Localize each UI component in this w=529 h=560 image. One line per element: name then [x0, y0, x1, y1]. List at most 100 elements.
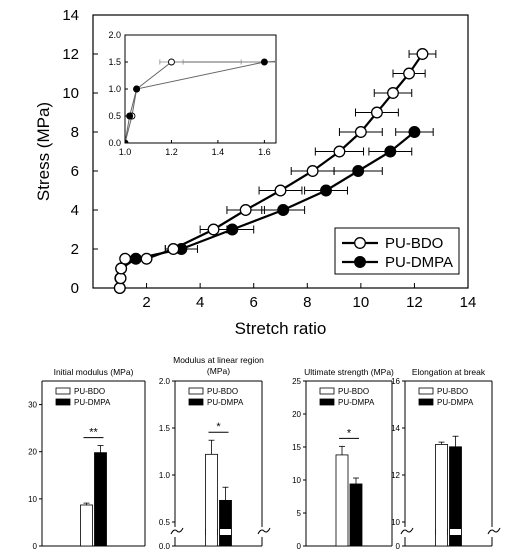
legend-swatch [55, 398, 71, 406]
inset-y-tick-label: 1.5 [108, 57, 121, 67]
inset-data-point [260, 58, 268, 66]
inset-data-point [168, 58, 175, 66]
inset-y-tick-label: 0.5 [108, 111, 121, 121]
inset-y-tick-label: 2.0 [108, 30, 121, 40]
bar-y-tick-label: 10 [391, 518, 400, 527]
main-stress-strain-plot: 2 4 6 8 10 12 14 0 2 4 6 8 10 12 14 Stretch ratio Stress… [34, 7, 477, 338]
bar-y-tick-label: 0 [297, 542, 302, 551]
x-tick-label: 2 [142, 294, 150, 311]
y-tick-label: 12 [62, 46, 79, 63]
bar [219, 499, 232, 547]
bar-y-tick-label: 0.0 [159, 542, 171, 551]
bar-break-gap [205, 529, 218, 535]
axis-break-mark [170, 527, 184, 535]
axis-break-gap [401, 527, 409, 537]
bar-break-gap [219, 529, 232, 535]
legend-swatch [418, 398, 434, 406]
legend-label: PU-BDO [385, 235, 443, 252]
y-tick-label: 4 [71, 202, 79, 219]
legend-label: PU-DMPA [74, 398, 111, 407]
bar-y-tick-label: 10 [292, 476, 301, 485]
main-legend: PU-BDO PU-DMPA [334, 227, 460, 275]
inset-y-tick-label: 0.0 [108, 138, 121, 148]
data-point [403, 67, 416, 80]
y-tick-label: 8 [71, 124, 79, 141]
significance-label: * [216, 421, 221, 433]
bar-y-tick-label: 2.0 [159, 377, 171, 386]
x-tick-label: 6 [250, 294, 258, 311]
bar-y-tick-label: 10 [28, 495, 37, 504]
main-plot-frame [92, 14, 469, 289]
axis-break-mark [487, 527, 501, 535]
bar-y-tick-label: 15 [292, 443, 301, 452]
inset-data-point [354, 59, 360, 65]
bar-y-tick-label: 0 [33, 542, 38, 551]
data-point [167, 243, 180, 255]
significance-label: * [347, 427, 352, 439]
bar [80, 504, 93, 547]
legend-swatch [319, 398, 335, 406]
legend-label: PU-DMPA [338, 398, 375, 407]
bar-y-tick-label: 0 [396, 542, 401, 551]
panel-title: Modulus at linear region [173, 355, 264, 365]
bar-y-tick-label: 20 [28, 448, 37, 457]
inset-x-tick-label: 1.0 [119, 147, 132, 157]
inset-data-point [126, 112, 134, 120]
data-point [274, 184, 287, 197]
legend-marker [354, 237, 366, 249]
legend-swatch [418, 387, 434, 395]
data-point [226, 223, 239, 236]
data-point [113, 282, 126, 294]
data-point [207, 223, 220, 236]
panel-title: Initial modulus (MPa) [54, 367, 134, 377]
data-point [140, 252, 153, 265]
y-tick-label: 14 [62, 7, 79, 24]
legend-label: PU-DMPA [437, 398, 474, 407]
inset-series-line [125, 60, 276, 143]
x-tick-label: 14 [460, 294, 477, 311]
inset-frame [124, 34, 277, 144]
data-point [114, 272, 127, 285]
y-tick-label: 2 [71, 241, 79, 258]
inset-series-line [125, 61, 276, 143]
data-point [115, 262, 128, 275]
legend-label: PU-DMPA [207, 398, 244, 407]
inset-plot: 1.0 1.2 1.4 1.6 0.0 0.5 1.0 1.5 2.0 [108, 30, 360, 157]
data-point [333, 145, 346, 158]
inset-data-point [125, 139, 129, 143]
x-axis-label: Stretch ratio [235, 319, 327, 338]
bar-y-tick-label: 0.5 [159, 518, 171, 527]
bar-y-tick-label: 25 [292, 377, 301, 386]
legend-marker [354, 256, 366, 268]
panel-title-unit: (MPa) [207, 366, 230, 376]
legend-label: PU-BDO [74, 387, 105, 396]
inset-data-point [133, 85, 141, 93]
significance-label: ** [89, 427, 98, 439]
bar-y-tick-label: 1.0 [159, 471, 171, 480]
data-point [352, 165, 365, 177]
axis-break-mark [257, 527, 271, 535]
axis-break-gap [258, 527, 266, 537]
data-point [408, 126, 421, 138]
data-point [370, 106, 383, 119]
bar-y-tick-label: 5 [297, 509, 302, 518]
y-tick-label: 10 [62, 85, 79, 102]
legend-label: PU-BDO [207, 387, 238, 396]
panel-title: Ultimate strength (MPa) [304, 367, 394, 377]
bar-panel-1: 0 10 20 30 Initial modulus (MPa) PU-BDO PU-DMP… [28, 367, 146, 551]
legend-swatch [55, 387, 71, 395]
legend-label: PU-BDO [338, 387, 369, 396]
x-tick-label: 8 [303, 294, 311, 311]
inset-x-tick-label: 1.2 [165, 147, 178, 157]
bar-y-tick-label: 12 [391, 471, 400, 480]
bar-panel-4: 0 10 12 14 16 Elongation at break PU-BDO PU-DMP… [391, 367, 501, 551]
inset-x-tick-label: 1.6 [258, 147, 271, 157]
legend-label: PU-DMPA [385, 254, 453, 271]
y-axis-label: Stress (MPa) [34, 102, 53, 201]
panel-title: Elongation at break [412, 367, 486, 377]
bar [349, 483, 363, 547]
y-tick-label: 0 [71, 280, 79, 297]
data-point [354, 126, 367, 138]
